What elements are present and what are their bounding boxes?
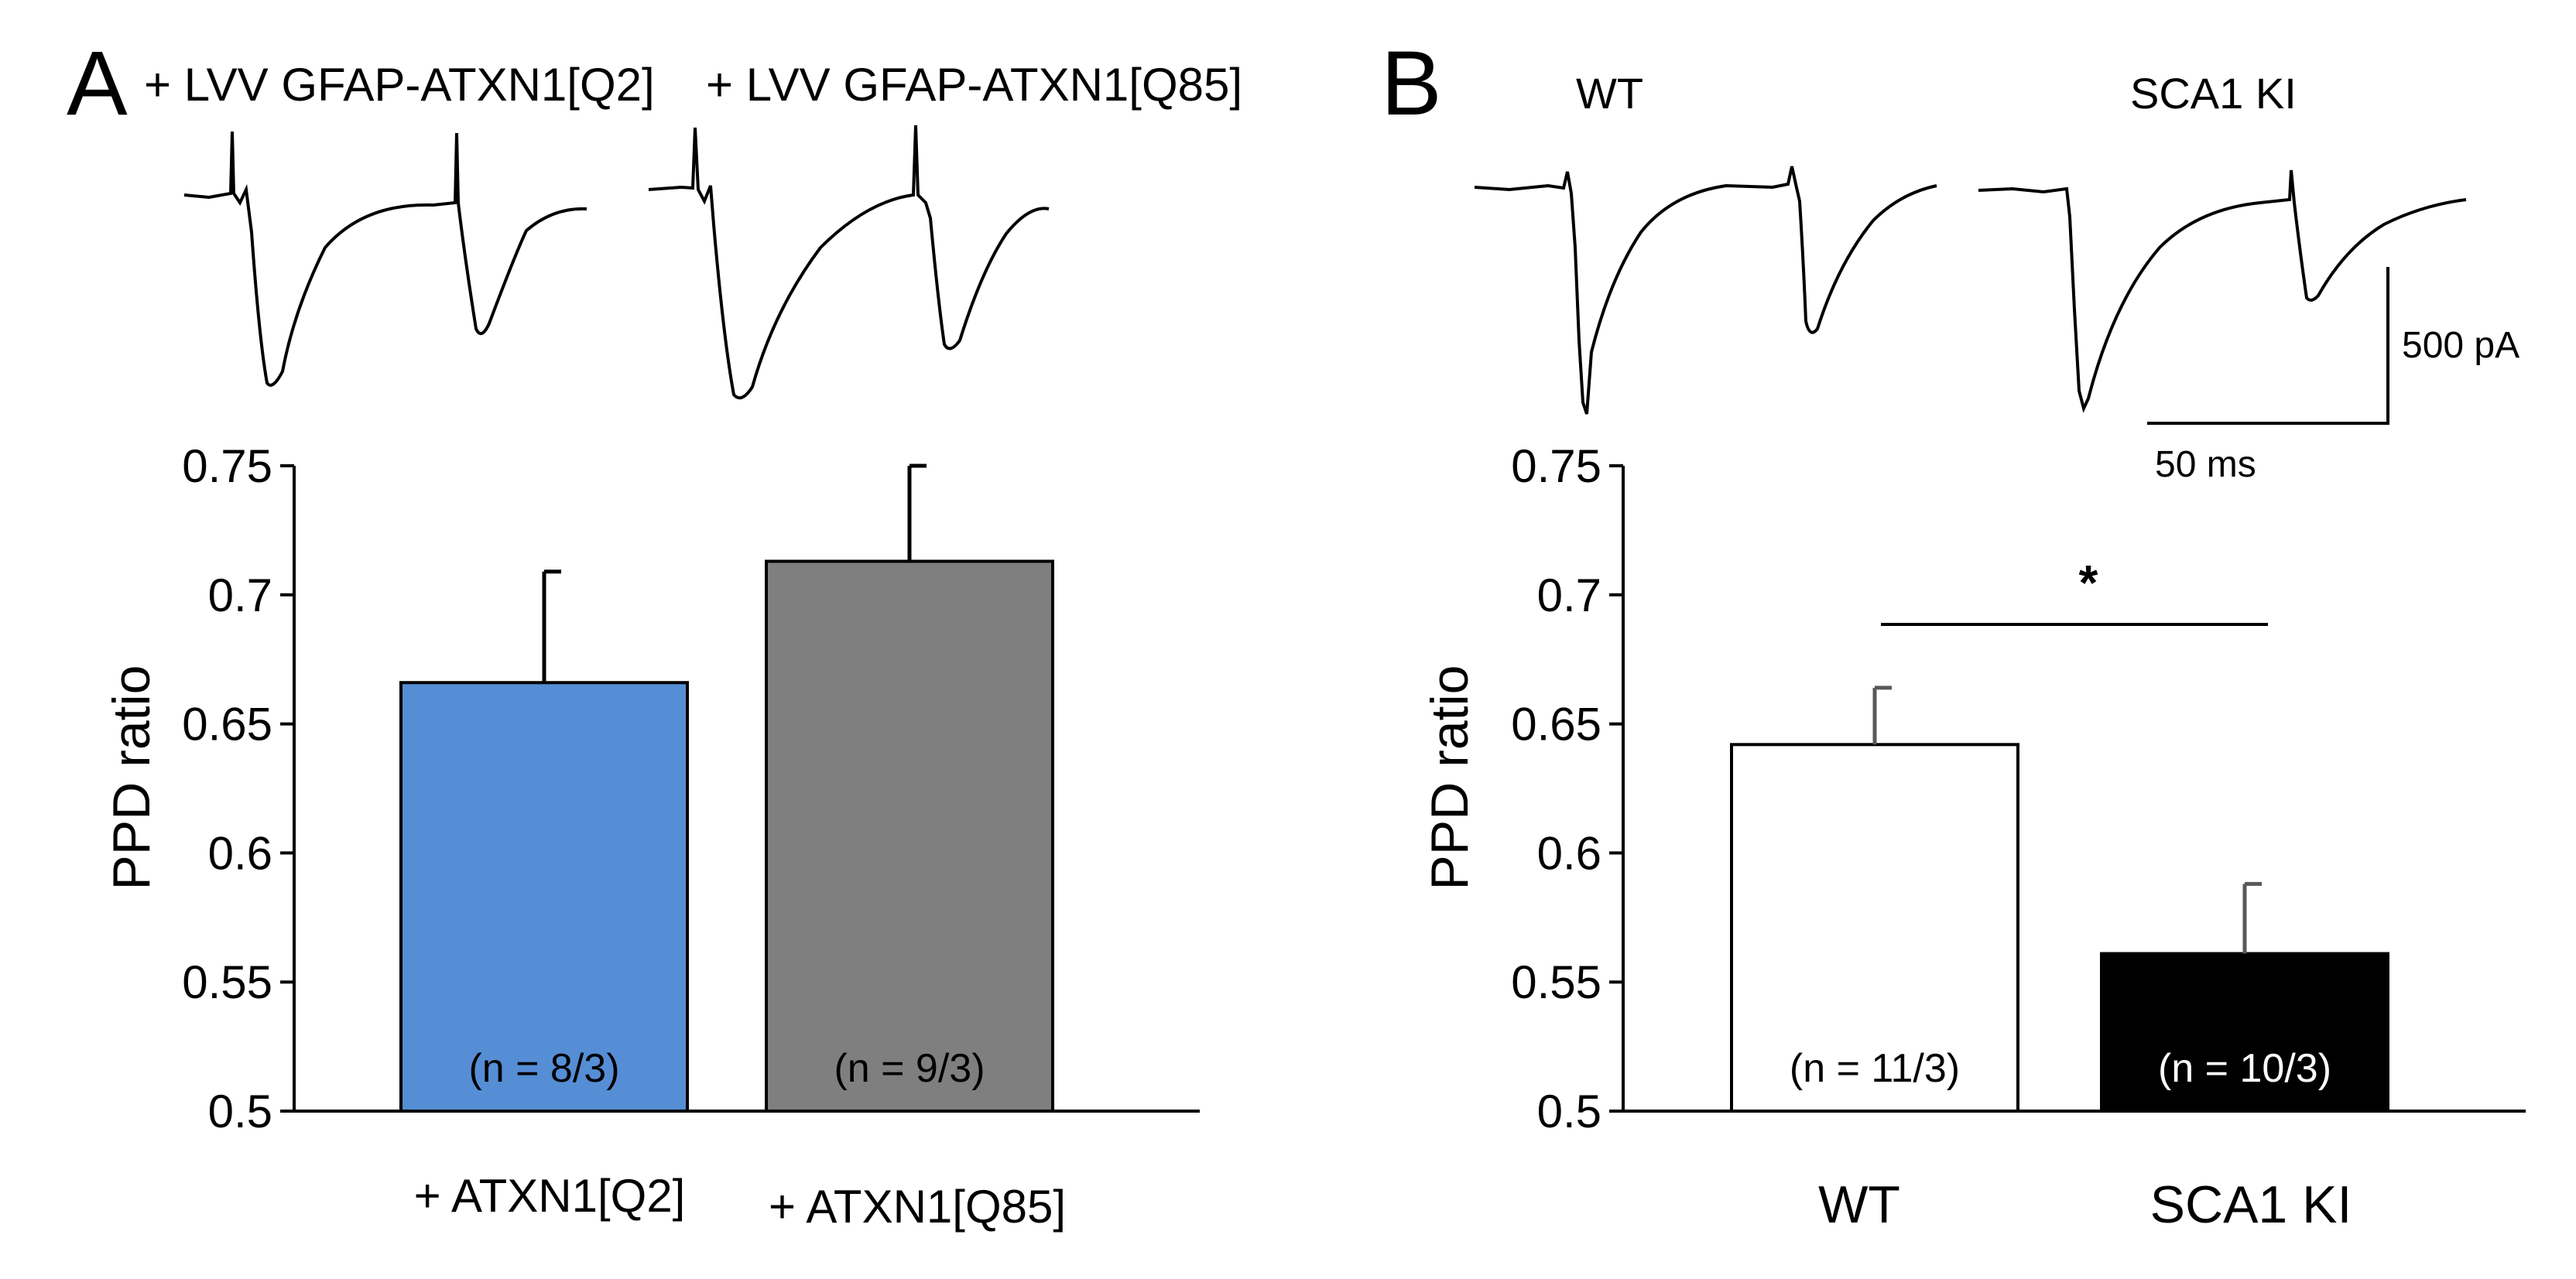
panel-a: A + LVV GFAP-ATXN1[Q2] + LVV GFAP-ATXN1[…: [67, 32, 1242, 1233]
panel-b-ylabel: PPD ratio: [1420, 665, 1479, 891]
panel-a-trace-label-q85: + LVV GFAP-ATXN1[Q85]: [706, 59, 1242, 111]
bar-n-label: (n = 10/3): [2158, 1046, 2331, 1091]
y-tick-label: 0.7: [1537, 569, 1601, 621]
panel-a-category-label: + ATXN1[Q85]: [769, 1181, 1066, 1233]
y-tick-label: 0.55: [1511, 956, 1601, 1008]
bar: [765, 559, 1054, 1113]
panel-a-trace-q2: [183, 131, 587, 387]
panel-b-scale-amplitude: 500 pA: [2402, 325, 2519, 366]
y-tick-label: 0.65: [182, 699, 272, 751]
panel-b-trace-sca1: [1978, 169, 2467, 413]
bar: [2100, 952, 2389, 1113]
bar: [1730, 743, 2019, 1113]
y-tick-label: 0.7: [208, 569, 272, 621]
bar-n-label: (n = 11/3): [1790, 1046, 1960, 1091]
panel-a-ylabel: PPD ratio: [102, 665, 161, 891]
y-tick-label: 0.75: [1511, 440, 1601, 492]
bar-n-label: (n = 9/3): [834, 1046, 985, 1091]
panel-a-letter: A: [67, 32, 128, 135]
y-tick-label: 0.55: [182, 956, 272, 1008]
panel-a-category-label: + ATXN1[Q2]: [414, 1170, 686, 1222]
y-tick-label: 0.6: [208, 827, 272, 879]
bar: [399, 681, 689, 1113]
panel-b-scale-bar: [2147, 267, 2389, 425]
significance-star: *: [2079, 555, 2098, 610]
panel-a-y-ticks: 0.5 0.55 0.6 0.65 0.7 0.75: [182, 440, 294, 1137]
panel-b-category-label: SCA1 KI: [2150, 1175, 2352, 1234]
panel-b-trace-wt: [1474, 166, 1937, 415]
panel-b-scale-time: 50 ms: [2155, 444, 2256, 485]
panel-b-trace-label-wt: WT: [1576, 69, 1643, 118]
y-tick-label: 0.65: [1511, 699, 1601, 751]
panel-a-trace-q85: [648, 125, 1050, 400]
panel-b-category-label: WT: [1818, 1175, 1900, 1234]
panel-a-chart: PPD ratio 0.5 0.55 0.6 0.65 0.7 0.75 (n = 8/3…: [102, 440, 1200, 1233]
y-tick-label: 0.5: [1537, 1086, 1601, 1137]
panel-b-bars: (n = 11/3) (n = 10/3): [1730, 686, 2389, 1113]
panel-a-trace-label-q2: + LVV GFAP-ATXN1[Q2]: [144, 59, 655, 111]
bar-n-label: (n = 8/3): [468, 1046, 619, 1091]
panel-b-y-ticks: 0.5 0.55 0.6 0.65 0.7 0.75: [1511, 440, 1623, 1137]
panel-b: B WT SCA1 KI 500 pA 50 ms PPD ratio 0.50…: [1381, 32, 2526, 1234]
y-tick-label: 0.6: [1537, 827, 1601, 879]
panel-b-trace-label-sca1: SCA1 KI: [2130, 69, 2297, 118]
panel-b-letter: B: [1381, 32, 1442, 135]
panel-b-chart: PPD ratio 0.5 0.55 0.6 0.65 0.7 0.75 (n = 11/…: [1420, 440, 2526, 1234]
y-tick-label: 0.5: [208, 1086, 272, 1137]
y-tick-label: 0.75: [182, 440, 272, 492]
panel-a-bars: (n = 8/3) (n = 9/3): [399, 463, 1054, 1113]
